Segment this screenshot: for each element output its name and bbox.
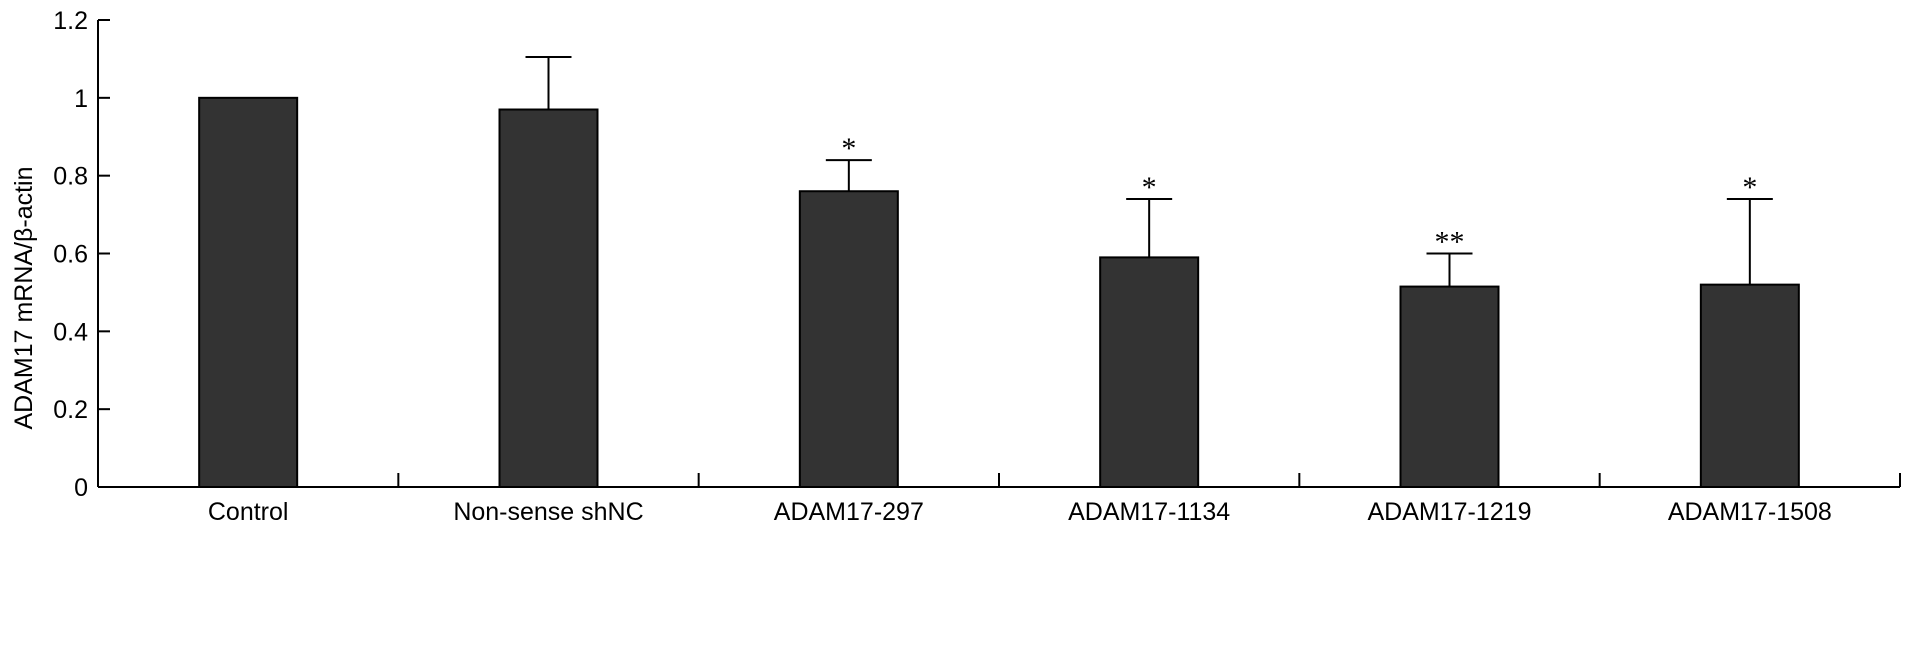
y-tick-label: 0.4 xyxy=(53,318,88,346)
y-tick-label: 0 xyxy=(74,474,88,502)
x-tick-label: ADAM17-1508 xyxy=(1668,498,1832,526)
significance-marker: ** xyxy=(1435,226,1465,259)
y-tick-label: 0.2 xyxy=(53,396,88,424)
y-tick-label: 0.6 xyxy=(53,241,88,269)
significance-marker: * xyxy=(841,132,856,165)
bar xyxy=(798,190,899,488)
x-axis: Control Non-sense shNC ADAM17-297 ADAM17-11… xyxy=(97,473,1901,526)
x-tick-label: ADAM17-1219 xyxy=(1368,498,1532,526)
x-tick-label: Control xyxy=(208,498,289,526)
bars xyxy=(198,96,1800,488)
y-tick-label: 1.2 xyxy=(53,7,88,35)
y-axis: 0 0.2 0.4 0.6 0.8 1 1.2 xyxy=(53,7,110,502)
y-tick-label: 1 xyxy=(74,85,88,113)
bar xyxy=(1399,285,1500,488)
x-tick-label: ADAM17-1134 xyxy=(1068,498,1230,526)
significance-marker: * xyxy=(1142,171,1157,204)
bar xyxy=(198,96,299,488)
significance-markers: ***** xyxy=(841,132,1757,258)
y-axis-label: ADAM17 mRNA/β-actin xyxy=(10,166,38,429)
error-bars xyxy=(525,55,1773,287)
y-tick-label: 0.8 xyxy=(53,163,88,191)
bar xyxy=(1699,283,1800,488)
significance-marker: * xyxy=(1742,171,1757,204)
bar xyxy=(1099,256,1200,488)
bar xyxy=(498,108,599,488)
x-tick-label: ADAM17-297 xyxy=(774,498,924,526)
x-tick-label: Non-sense shNC xyxy=(453,498,643,526)
